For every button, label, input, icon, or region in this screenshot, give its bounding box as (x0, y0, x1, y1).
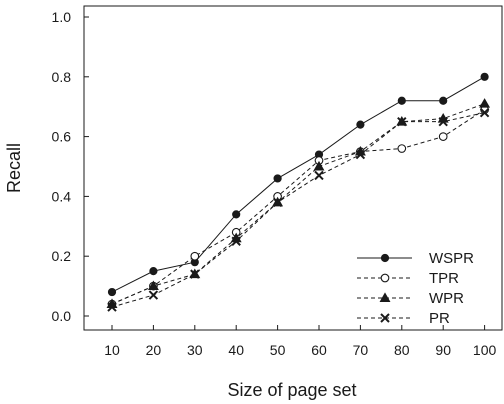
y-tick-label: 0.8 (52, 69, 72, 85)
series-wspr-point (107, 287, 117, 297)
series-wspr-point (439, 96, 448, 105)
x-tick-label: 20 (146, 342, 162, 358)
x-axis-label: Size of page set (227, 380, 356, 400)
legend-label: WSPR (429, 250, 474, 267)
y-tick-label: 0.2 (52, 248, 72, 264)
series-wspr-point (273, 174, 282, 183)
series-wspr-point (356, 120, 365, 129)
legend-item-wspr: WSPR (357, 250, 474, 267)
legend-marker (380, 273, 390, 283)
x-tick-label: 10 (104, 342, 120, 358)
legend-item-tpr: TPR (357, 270, 459, 287)
series-pr-line (111, 112, 485, 308)
y-tick-label: 0.6 (52, 129, 72, 145)
y-tick-label: 0.4 (52, 188, 72, 204)
x-tick-label: 40 (228, 342, 244, 358)
series-pr-point (397, 116, 407, 127)
series-wpr-point (313, 160, 325, 171)
series-pr-point (355, 149, 366, 160)
legend-marker (380, 313, 390, 323)
y-tick-label: 0.0 (52, 308, 72, 324)
series-wspr (107, 72, 489, 297)
series-tpr-point (397, 144, 407, 153)
series-wpr-point (479, 98, 491, 108)
legend-marker (380, 253, 390, 263)
legend-label: PR (429, 310, 450, 327)
legend-label: TPR (429, 270, 459, 287)
series-wspr-point (397, 96, 406, 105)
y-axis-ticks: 0.0 0.2 0.4 0.6 0.8 1.0 (52, 9, 89, 324)
y-tick-label: 1.0 (52, 9, 72, 25)
x-tick-label: 50 (270, 342, 286, 358)
series-tpr-point (438, 132, 448, 141)
series-wpr-line (111, 103, 485, 305)
series-tpr-point (190, 251, 200, 261)
series-pr-point (148, 290, 159, 300)
x-tick-label: 30 (187, 342, 203, 358)
legend-marker (379, 292, 391, 302)
series-pr (107, 107, 490, 312)
series-layer (106, 72, 491, 312)
x-tick-label: 70 (353, 342, 369, 358)
series-wspr-line (111, 76, 485, 293)
series-pr-point (479, 107, 490, 118)
series-pr-point (231, 236, 241, 246)
legend-item-wpr: WPR (357, 290, 464, 307)
x-tick-label: 90 (435, 342, 451, 358)
series-wspr-point (232, 210, 241, 219)
x-tick-label: 80 (394, 342, 410, 358)
y-axis-label: Recall (4, 143, 24, 193)
series-pr-point (107, 302, 117, 312)
plot-frame (83, 5, 503, 331)
series-pr-point (190, 269, 200, 279)
legend-item-pr: PR (357, 310, 450, 327)
series-wspr-point (480, 72, 489, 81)
series-tpr-line (111, 109, 485, 305)
legend: WSPR TPR WPR PR (357, 250, 474, 327)
series-pr-point (438, 116, 448, 127)
x-tick-label: 60 (311, 342, 327, 358)
legend-label: WPR (429, 290, 464, 307)
x-axis-ticks: 10 20 30 40 50 60 70 80 90 100 (104, 325, 496, 358)
series-pr-point (272, 197, 283, 208)
series-wspr-point (149, 267, 158, 276)
x-tick-label: 100 (473, 342, 497, 358)
series-pr-point (314, 170, 324, 181)
series-wpr-point (147, 280, 159, 291)
